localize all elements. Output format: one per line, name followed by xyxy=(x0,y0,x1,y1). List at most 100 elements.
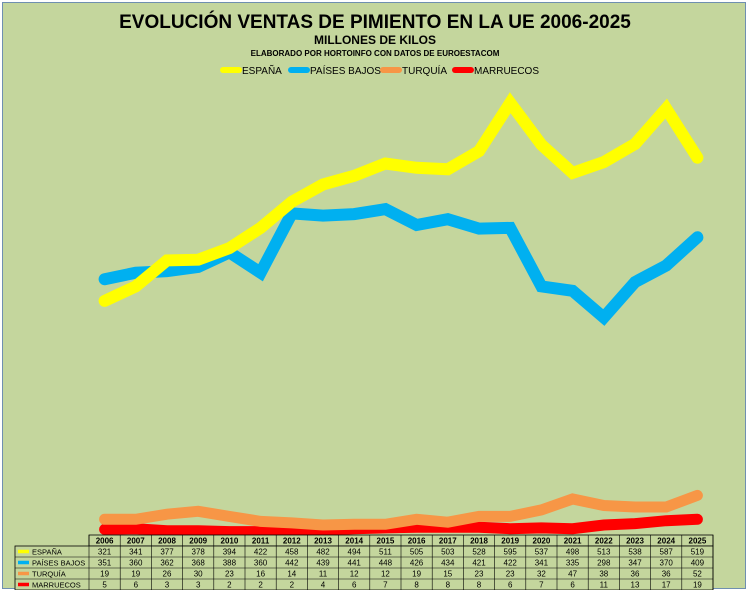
table-row-label: PAÍSES BAJOS xyxy=(32,559,85,568)
table-cell: 494 xyxy=(348,548,362,557)
table-year-2021: 2021 xyxy=(564,537,582,546)
series-line-paises-bajos xyxy=(98,202,704,326)
table-cell: 12 xyxy=(350,570,359,579)
table-cell: 341 xyxy=(535,559,549,568)
table-cell: 439 xyxy=(316,559,330,568)
table-cell: 19 xyxy=(100,570,109,579)
table-cell: 360 xyxy=(129,559,143,568)
table-year-2019: 2019 xyxy=(501,537,519,546)
table-cell: 23 xyxy=(506,570,515,579)
table-cell: 587 xyxy=(660,548,674,557)
legend-item-espana: ESPAÑA xyxy=(220,64,282,77)
legend-item-marruecos: MARRUECOS xyxy=(452,66,539,77)
table-cell: 426 xyxy=(410,559,424,568)
table-cell: 11 xyxy=(600,581,609,590)
table-year-2025: 2025 xyxy=(689,537,707,546)
series-line-marruecos xyxy=(99,513,703,538)
table-year-2012: 2012 xyxy=(283,537,301,546)
table-cell: 368 xyxy=(192,559,206,568)
table-cell: 519 xyxy=(691,548,705,557)
table-row-label: TURQUÍA xyxy=(32,570,66,579)
table-cell: 7 xyxy=(539,581,544,590)
table-cell: 23 xyxy=(475,570,484,579)
table-cell: 2 xyxy=(258,581,263,590)
data-table: 2006 2007 2008 2009 2010 2011 2012 2013 2014 2015… xyxy=(14,534,714,590)
legend: ESPAÑA PAÍSES BAJOS TURQUÍA MARRUECOS xyxy=(220,64,539,77)
legend-item-paises-bajos: PAÍSES BAJOS xyxy=(288,64,381,77)
table-year-2010: 2010 xyxy=(221,537,239,546)
table-year-2011: 2011 xyxy=(252,537,270,546)
table-cell: 505 xyxy=(410,548,424,557)
table-cell: 38 xyxy=(599,570,608,579)
table-cell: 36 xyxy=(631,570,640,579)
table-cell: 351 xyxy=(98,559,112,568)
table-cell: 378 xyxy=(192,548,206,557)
table-cell: 26 xyxy=(163,570,172,579)
series-line-turquia xyxy=(99,489,703,531)
table-cell: 11 xyxy=(319,570,328,579)
table-cell: 3 xyxy=(165,581,170,590)
table-year-2006: 2006 xyxy=(96,537,114,546)
table-cell: 498 xyxy=(566,548,580,557)
table-cell: 6 xyxy=(570,581,575,590)
legend-label: ESPAÑA xyxy=(242,64,282,77)
table-cell: 409 xyxy=(691,559,705,568)
table-cell: 377 xyxy=(160,548,174,557)
table-cell: 8 xyxy=(414,581,419,590)
table-cell: 434 xyxy=(441,559,455,568)
table-cell: 23 xyxy=(225,570,234,579)
table-cell: 370 xyxy=(660,559,674,568)
table-cell: 12 xyxy=(381,570,390,579)
table-cell: 8 xyxy=(446,581,451,590)
table-cell: 537 xyxy=(535,548,549,557)
table-row-label: MARRUECOS xyxy=(32,581,81,590)
legend-label: PAÍSES BAJOS xyxy=(310,64,381,77)
table-year-2013: 2013 xyxy=(314,537,332,546)
table-cell: 19 xyxy=(412,570,421,579)
table-cell: 321 xyxy=(98,548,112,557)
table-year-2008: 2008 xyxy=(158,537,176,546)
table-cell: 360 xyxy=(254,559,268,568)
table-cell: 5 xyxy=(102,581,107,590)
table-cell: 3 xyxy=(196,581,201,590)
table-row-espana: ESPAÑA 321 341 377 378 394 422 458 482 494 511 505 5… xyxy=(18,548,705,557)
table-cell: 17 xyxy=(662,581,671,590)
table-year-2009: 2009 xyxy=(189,537,207,546)
table-cell: 16 xyxy=(256,570,265,579)
table-cell: 19 xyxy=(131,570,140,579)
table-cell: 528 xyxy=(472,548,486,557)
table-cell: 503 xyxy=(441,548,455,557)
table-cell: 6 xyxy=(134,581,139,590)
table-cell: 30 xyxy=(194,570,203,579)
table-cell: 2 xyxy=(227,581,232,590)
table-cell: 19 xyxy=(693,581,702,590)
table-year-2017: 2017 xyxy=(439,537,457,546)
table-cell: 422 xyxy=(254,548,268,557)
table-cell: 595 xyxy=(504,548,518,557)
table-year-2015: 2015 xyxy=(377,537,395,546)
table-year-2007: 2007 xyxy=(127,537,145,546)
table-cell: 298 xyxy=(597,559,611,568)
table-year-2014: 2014 xyxy=(345,537,363,546)
table-year-2024: 2024 xyxy=(657,537,675,546)
legend-item-turquia: TURQUÍA xyxy=(380,64,447,77)
table-cell: 448 xyxy=(379,559,393,568)
table-cell: 482 xyxy=(316,548,330,557)
table-cell: 511 xyxy=(379,548,392,557)
table-cell: 6 xyxy=(508,581,513,590)
table-cell: 14 xyxy=(287,570,296,579)
table-cell: 341 xyxy=(129,548,143,557)
table-cell: 6 xyxy=(352,581,357,590)
table-cell: 388 xyxy=(223,559,237,568)
table-cell: 7 xyxy=(383,581,388,590)
table-cell: 442 xyxy=(285,559,299,568)
table-cell: 2 xyxy=(290,581,295,590)
legend-label: MARRUECOS xyxy=(474,66,539,77)
table-cell: 421 xyxy=(472,559,486,568)
table-year-2023: 2023 xyxy=(626,537,644,546)
table-row-paises-bajos: PAÍSES BAJOS 351 360 362 368 388 360 442 439 441 4… xyxy=(18,559,705,568)
table-cell: 441 xyxy=(348,559,362,568)
table-cell: 458 xyxy=(285,548,299,557)
chart-svg: EVOLUCIÓN VENTAS DE PIMIENTO EN LA UE 20… xyxy=(14,11,714,590)
